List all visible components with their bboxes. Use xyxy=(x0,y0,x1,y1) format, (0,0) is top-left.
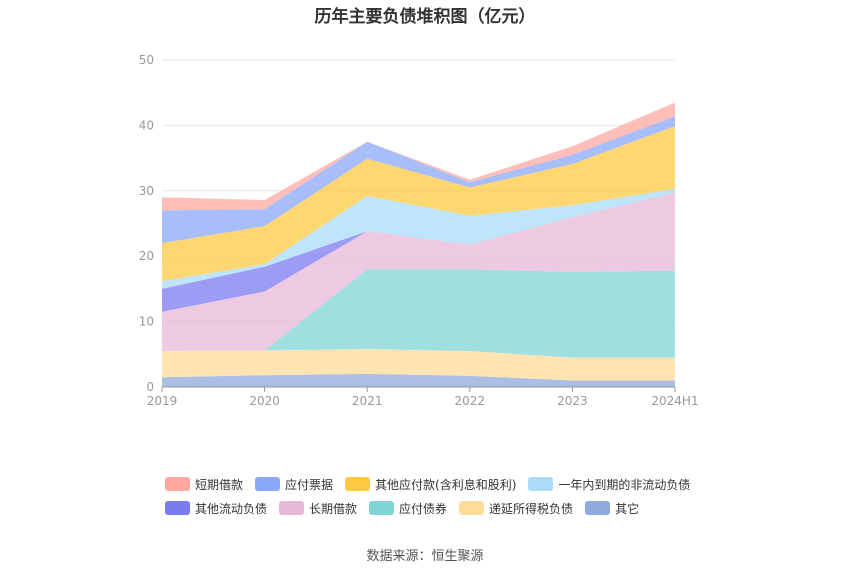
x-tick-label: 2020 xyxy=(249,394,280,408)
legend-item[interactable]: 其他应付款(含利息和股利) xyxy=(345,472,516,496)
x-tick-label: 2022 xyxy=(455,394,486,408)
legend-item[interactable]: 一年内到期的非流动负债 xyxy=(528,472,690,496)
x-tick-label: 2023 xyxy=(557,394,588,408)
legend-label: 递延所得税负债 xyxy=(489,501,574,516)
y-tick-label: 50 xyxy=(139,53,154,67)
legend-swatch xyxy=(255,477,281,491)
area-series xyxy=(162,373,675,387)
area-series xyxy=(162,188,675,289)
data-source: 数据来源：恒生聚源 xyxy=(366,549,484,564)
legend-swatch xyxy=(165,477,190,491)
area-series xyxy=(162,192,675,351)
legend-swatch xyxy=(585,501,611,515)
legend-item[interactable]: 应付债券 xyxy=(369,496,447,520)
chart-title: 历年主要负债堆积图（亿元） xyxy=(314,7,536,27)
legend-swatch xyxy=(459,501,485,515)
area-series xyxy=(162,116,675,244)
legend-label: 一年内到期的非流动负债 xyxy=(558,477,691,492)
area-series xyxy=(162,192,675,312)
legend-item[interactable]: 长期借款 xyxy=(279,496,357,520)
legend-item[interactable]: 应付票据 xyxy=(255,472,333,496)
legend-swatch xyxy=(279,501,305,515)
area-series xyxy=(162,269,675,358)
legend-item[interactable]: 递延所得税负债 xyxy=(459,496,573,520)
legend-swatch xyxy=(345,477,371,491)
legend-item[interactable]: 其它 xyxy=(585,496,639,520)
y-tick-label: 0 xyxy=(146,380,154,394)
legend-label: 应付票据 xyxy=(285,477,334,492)
area-series xyxy=(162,126,675,282)
x-tick-label: 2019 xyxy=(147,394,178,408)
legend-label: 其他应付款(含利息和股利) xyxy=(375,477,517,492)
legend-label: 长期借款 xyxy=(309,501,358,516)
legend-item[interactable]: 其他流动负债 xyxy=(165,496,267,520)
legend-label: 应付债券 xyxy=(399,501,448,516)
legend-item[interactable]: 短期借款 xyxy=(165,472,243,496)
y-tick-label: 10 xyxy=(139,315,154,329)
legend-label: 其它 xyxy=(615,501,640,516)
legend-swatch xyxy=(528,477,554,491)
y-tick-label: 40 xyxy=(139,118,154,132)
area-series xyxy=(162,349,675,381)
x-tick-label: 2024H1 xyxy=(651,394,698,408)
legend-label: 其他流动负债 xyxy=(195,501,268,516)
legend-swatch xyxy=(165,501,190,515)
legend: 短期借款 应付票据 其他应付款(含利息和股利) 一年内到期的非流动负债其他流动负债 长期… xyxy=(165,472,725,520)
legend-label: 短期借款 xyxy=(195,477,244,492)
y-tick-label: 30 xyxy=(139,184,154,198)
area-series xyxy=(162,102,675,211)
legend-swatch xyxy=(369,501,395,515)
y-tick-label: 20 xyxy=(139,249,154,263)
legend-items: 短期借款 应付票据 其他应付款(含利息和股利) 一年内到期的非流动负债其他流动负债 长期… xyxy=(165,472,725,520)
x-tick-label: 2021 xyxy=(352,394,383,408)
